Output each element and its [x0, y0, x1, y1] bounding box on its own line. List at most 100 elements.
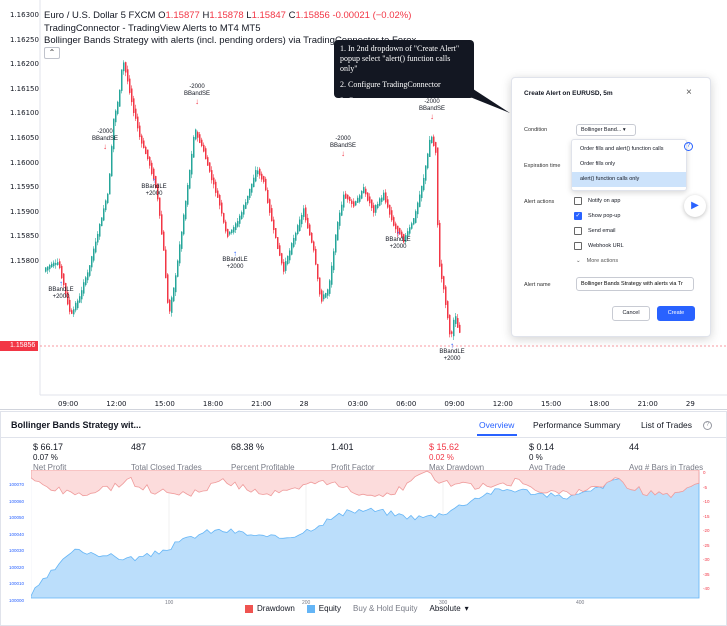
tab-list-of-trades[interactable]: List of Trades: [641, 420, 693, 430]
tab-overview[interactable]: Overview: [479, 420, 515, 430]
candle-body: [197, 132, 199, 138]
annotation-text: +2000: [52, 294, 70, 300]
candle-body: [223, 213, 225, 223]
legend-drawdown[interactable]: Drawdown: [245, 604, 295, 613]
legend-equity[interactable]: Equity: [306, 604, 341, 613]
annotation-text: BBandSE: [183, 91, 211, 97]
alert-name-input[interactable]: [576, 277, 694, 291]
stat-value: 68.38 %: [231, 442, 265, 452]
candle-body: [93, 248, 95, 261]
candle-body: [237, 221, 239, 227]
legend-buy-hold[interactable]: Buy & Hold Equity: [353, 604, 418, 613]
candle-body: [353, 201, 355, 207]
candle-body: [303, 208, 305, 217]
candle-body: [249, 188, 251, 198]
candle-body: [389, 204, 391, 215]
equity-tick-label: 100060: [9, 498, 25, 504]
checkbox[interactable]: [574, 242, 582, 250]
scroll-to-realtime-button[interactable]: ▶: [684, 195, 706, 217]
chart-legend[interactable]: Drawdown Equity Buy & Hold Equity Absolu…: [245, 604, 469, 613]
stat-value: 1.401: [331, 442, 354, 452]
candle-body: [101, 217, 103, 227]
help-icon[interactable]: ?: [684, 142, 693, 151]
drawdown-tick-label: 0: [703, 470, 706, 475]
stat-subvalue: 0.02 %: [429, 453, 454, 462]
stat-name: Net Profit: [33, 463, 67, 472]
price-tick-label: 1.16000: [10, 158, 39, 167]
absolute-select[interactable]: Absolute ▾: [429, 604, 469, 613]
candle-body: [109, 173, 111, 195]
price-tick-label: 1.16050: [10, 134, 39, 142]
candle-body: [309, 224, 311, 236]
dropdown-option[interactable]: Order fills only: [580, 161, 616, 167]
candle-body: [145, 146, 147, 155]
price-chart-pane[interactable]: 1.16300 1.16250 1.16200 1.16150 1.16100 1.160…: [0, 0, 727, 410]
symbol-name: Euro / U.S. Dollar: [44, 10, 118, 21]
condition-dropdown-menu[interactable]: Order fills and alert() function calls O…: [571, 139, 687, 191]
candle-body: [443, 276, 445, 290]
condition-select[interactable]: Bollinger Band... ▾: [576, 124, 636, 136]
annotation-text: -2000: [424, 99, 440, 105]
ohlc-values: O1.15877 H1.15878 L1.15847 C1.15856: [158, 10, 332, 21]
price-tick-label: 1.16300: [10, 11, 39, 19]
price-tick-label: 1.16250: [10, 35, 39, 44]
candle-body: [163, 231, 165, 251]
alert-actions-list[interactable]: Notify on app ✓ Show pop-up Send email Webho…: [574, 197, 624, 257]
candle-body: [313, 241, 315, 251]
arrow-up-icon: ↑: [233, 249, 237, 258]
annotation-text: BBandSE: [329, 143, 357, 149]
more-actions-button[interactable]: ⌄ More actions: [576, 258, 619, 264]
drawdown-area: [31, 470, 700, 499]
candle-body: [219, 194, 221, 206]
alert-action-row[interactable]: ✓ Show pop-up: [574, 212, 624, 220]
tooltip-pointer: [470, 87, 510, 113]
drawdown-swatch: [245, 604, 253, 613]
trade-tick-label: 300: [439, 600, 448, 606]
trade-annotation: ↑ BBandLE +2000: [47, 280, 75, 301]
collapse-legend-button[interactable]: ⌃: [44, 47, 60, 59]
candle-body: [71, 310, 73, 314]
candle-body: [419, 194, 421, 207]
candle-body: [189, 169, 191, 189]
candle-body: [441, 263, 443, 279]
dropdown-option-selected[interactable]: alert() function calls only: [572, 172, 686, 187]
candle-body: [183, 214, 185, 235]
candle-body: [421, 185, 423, 199]
candle-body: [423, 177, 425, 191]
symbol-legend[interactable]: Euro / U.S. Dollar 5 FXCM O1.15877 H1.15…: [44, 10, 411, 21]
candle-body: [159, 197, 161, 216]
alert-action-row[interactable]: Notify on app: [574, 197, 624, 205]
equity-drawdown-chart[interactable]: [31, 470, 701, 600]
candle-body: [259, 168, 261, 176]
close-icon[interactable]: ×: [686, 87, 692, 98]
candle-body: [117, 101, 119, 114]
candle-body: [283, 261, 285, 272]
candle-body: [231, 229, 233, 233]
checkbox[interactable]: [574, 197, 582, 205]
candle-body: [425, 165, 427, 181]
candlestick-chart[interactable]: [0, 0, 727, 410]
candle-body: [333, 251, 335, 271]
indicator-legend-2[interactable]: Bollinger Bands Strategy with alerts (in…: [44, 35, 417, 46]
trade-annotation: ↑ BBandLE +2000: [384, 230, 412, 251]
alert-action-row[interactable]: Webhook URL: [574, 242, 624, 250]
candle-body: [243, 205, 245, 215]
dropdown-option[interactable]: Order fills and alert() function calls: [580, 146, 664, 152]
candle-body: [315, 248, 317, 265]
tooltip-step-1: 1. In 2nd dropdown of "Create Alert" pop…: [340, 44, 460, 73]
create-button[interactable]: Create: [657, 306, 695, 321]
create-alert-dialog[interactable]: Create Alert on EURUSD, 5m × Condition B…: [511, 77, 711, 337]
candle-body: [435, 142, 437, 153]
annotation-text: -2000: [97, 129, 113, 135]
indicator-legend-1[interactable]: TradingConnector - TradingView Alerts to…: [44, 23, 261, 34]
cancel-button[interactable]: Cancel: [612, 306, 650, 321]
strategy-tester-pane[interactable]: Bollinger Bands Strategy wit... Overview…: [0, 411, 727, 626]
checkbox[interactable]: ✓: [574, 212, 582, 220]
checkbox[interactable]: [574, 227, 582, 235]
help-icon[interactable]: ?: [703, 421, 712, 430]
alert-action-row[interactable]: Send email: [574, 227, 624, 235]
tab-performance-summary[interactable]: Performance Summary: [533, 420, 621, 430]
candle-body: [449, 314, 451, 335]
candle-body: [83, 282, 85, 294]
stat-value: $ 15.62: [429, 442, 460, 452]
